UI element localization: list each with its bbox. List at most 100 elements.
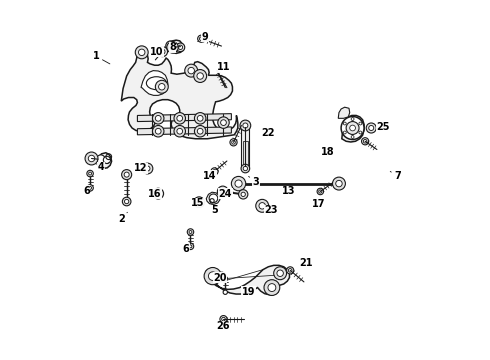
Circle shape: [177, 116, 183, 121]
Circle shape: [264, 280, 280, 296]
Circle shape: [222, 192, 226, 195]
Circle shape: [364, 139, 367, 143]
Polygon shape: [342, 116, 364, 142]
Circle shape: [174, 126, 186, 137]
Polygon shape: [97, 153, 112, 168]
Circle shape: [350, 125, 355, 131]
Circle shape: [209, 194, 218, 203]
Circle shape: [85, 152, 98, 165]
Circle shape: [197, 73, 203, 79]
Circle shape: [268, 284, 276, 292]
Circle shape: [277, 270, 283, 276]
Circle shape: [152, 113, 164, 124]
Circle shape: [336, 180, 342, 187]
Circle shape: [188, 67, 195, 74]
Circle shape: [197, 116, 203, 121]
Circle shape: [157, 46, 168, 57]
Text: 14: 14: [203, 171, 217, 181]
Circle shape: [174, 113, 186, 124]
Circle shape: [124, 199, 129, 204]
Circle shape: [178, 45, 183, 49]
Circle shape: [89, 186, 92, 189]
Circle shape: [221, 190, 227, 197]
Circle shape: [213, 170, 216, 173]
Circle shape: [122, 170, 132, 180]
Polygon shape: [338, 107, 350, 118]
Circle shape: [155, 129, 161, 134]
Circle shape: [223, 290, 227, 294]
Circle shape: [221, 318, 225, 321]
Circle shape: [287, 267, 294, 274]
Circle shape: [243, 166, 247, 171]
Circle shape: [188, 230, 193, 234]
Polygon shape: [168, 40, 184, 53]
Circle shape: [199, 37, 203, 41]
Bar: [242, 127, 249, 169]
Circle shape: [218, 186, 228, 197]
Circle shape: [124, 172, 129, 177]
Text: 8: 8: [169, 42, 177, 52]
Circle shape: [176, 43, 185, 51]
Text: 1: 1: [93, 51, 110, 64]
Circle shape: [195, 113, 206, 124]
Circle shape: [223, 276, 227, 281]
Text: 24: 24: [219, 189, 232, 199]
Text: 20: 20: [213, 273, 227, 283]
Ellipse shape: [147, 77, 167, 90]
Circle shape: [194, 197, 204, 208]
Circle shape: [208, 272, 217, 280]
Text: 10: 10: [150, 46, 164, 57]
Text: 16: 16: [148, 189, 161, 199]
Text: 9: 9: [197, 32, 208, 41]
Circle shape: [168, 43, 173, 48]
Circle shape: [159, 84, 165, 90]
Circle shape: [366, 123, 376, 133]
Text: 5: 5: [211, 204, 218, 216]
Circle shape: [196, 200, 201, 205]
Circle shape: [89, 172, 92, 175]
Circle shape: [194, 69, 207, 82]
Text: 7: 7: [390, 171, 401, 181]
Circle shape: [124, 172, 129, 177]
Text: 19: 19: [242, 287, 255, 297]
Circle shape: [139, 49, 145, 55]
Circle shape: [333, 177, 345, 190]
Circle shape: [232, 140, 235, 144]
Text: 6: 6: [182, 243, 191, 254]
Circle shape: [167, 41, 178, 53]
Circle shape: [97, 155, 105, 163]
Circle shape: [189, 245, 192, 248]
Circle shape: [197, 35, 205, 42]
Circle shape: [160, 49, 165, 54]
Text: 25: 25: [376, 122, 390, 132]
Circle shape: [241, 164, 250, 173]
Circle shape: [152, 126, 164, 137]
Text: 6: 6: [83, 186, 90, 196]
Polygon shape: [122, 49, 238, 139]
Text: 22: 22: [262, 129, 275, 138]
Circle shape: [231, 176, 245, 191]
Circle shape: [160, 49, 165, 54]
Circle shape: [87, 170, 93, 177]
Circle shape: [170, 44, 175, 50]
Text: 11: 11: [217, 62, 230, 72]
Circle shape: [166, 41, 176, 51]
Circle shape: [241, 192, 245, 197]
Circle shape: [220, 189, 225, 194]
Circle shape: [220, 275, 224, 279]
Circle shape: [259, 203, 266, 209]
Circle shape: [88, 155, 95, 162]
Circle shape: [88, 171, 92, 176]
Circle shape: [153, 188, 164, 199]
Text: 21: 21: [299, 258, 313, 268]
Circle shape: [217, 272, 226, 282]
Circle shape: [177, 129, 183, 134]
Circle shape: [341, 117, 364, 139]
Circle shape: [235, 180, 242, 187]
Circle shape: [230, 139, 237, 146]
Polygon shape: [206, 192, 220, 204]
Circle shape: [155, 80, 168, 93]
Text: 3: 3: [248, 176, 259, 187]
Circle shape: [240, 120, 251, 131]
Circle shape: [197, 129, 203, 134]
